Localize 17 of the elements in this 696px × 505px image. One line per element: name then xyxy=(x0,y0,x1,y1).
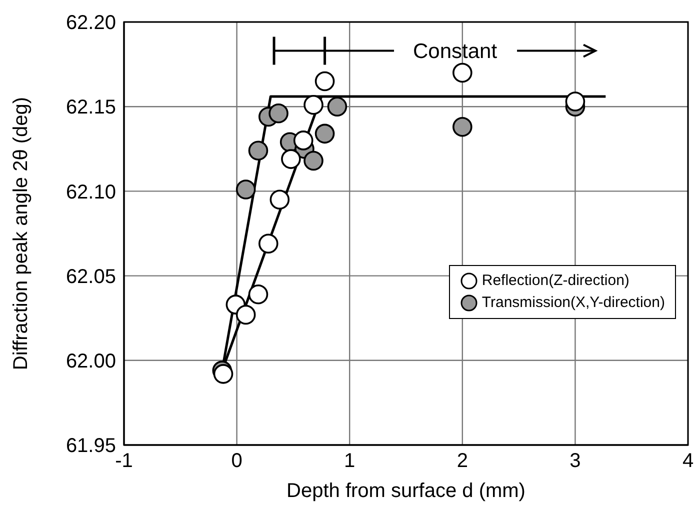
y-tick-label: 61.95 xyxy=(66,435,116,458)
legend-label: Reflection(Z-direction) xyxy=(482,271,630,292)
y-tick-label: 62.20 xyxy=(66,12,116,34)
x-tick-label: 1 xyxy=(344,450,356,472)
x-tick-label: 2 xyxy=(456,450,468,472)
x-tick-label: 4 xyxy=(682,450,694,472)
y-tick-label: 62.00 xyxy=(66,350,116,372)
y-axis-title: Diffraction peak angle 2θ (deg) xyxy=(10,96,32,370)
y-tick-label: 62.15 xyxy=(66,96,116,119)
annotation: Constant xyxy=(412,40,498,63)
y-tick-label: 62.05 xyxy=(66,266,116,288)
x-tick-label: -1 xyxy=(115,450,133,472)
legend-label: Transmission(X,Y-direction) xyxy=(482,293,665,314)
x-axis-title: Depth from surface d (mm) xyxy=(286,480,526,502)
x-tick-label: 3 xyxy=(570,450,581,472)
x-tick-label: 0 xyxy=(231,450,242,472)
y-tick-label: 62.10 xyxy=(66,181,116,204)
